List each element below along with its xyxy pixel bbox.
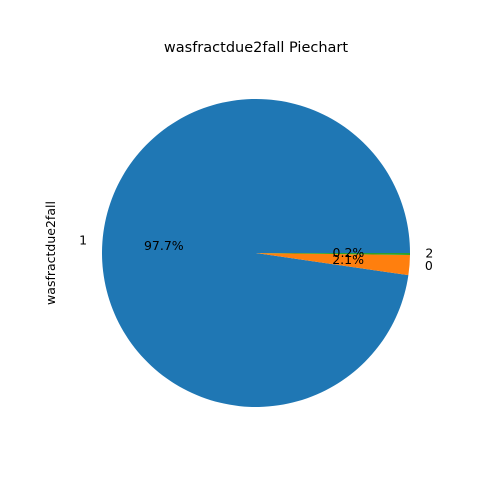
slice-percent-0: 2.1%	[332, 252, 364, 267]
slice-label-1: 1	[79, 232, 87, 247]
pie-slice-2	[256, 253, 411, 255]
slice-percent-1: 97.7%	[144, 238, 184, 253]
pie-percent-labels: 97.7% 2.1%0.2%	[144, 238, 364, 267]
chart-title: wasfractdue2fall Piechart	[164, 40, 348, 56]
slice-label-2: 2	[425, 246, 433, 261]
slice-percent-2: 0.2%	[333, 245, 365, 260]
pie-slice-0	[256, 253, 410, 276]
pie-slice-1	[101, 98, 410, 407]
pie-slices	[101, 98, 411, 407]
y-axis-label: wasfractdue2fall	[43, 201, 58, 305]
slice-label-0: 0	[425, 258, 433, 273]
pie-slice-labels: 1 02	[79, 232, 433, 273]
